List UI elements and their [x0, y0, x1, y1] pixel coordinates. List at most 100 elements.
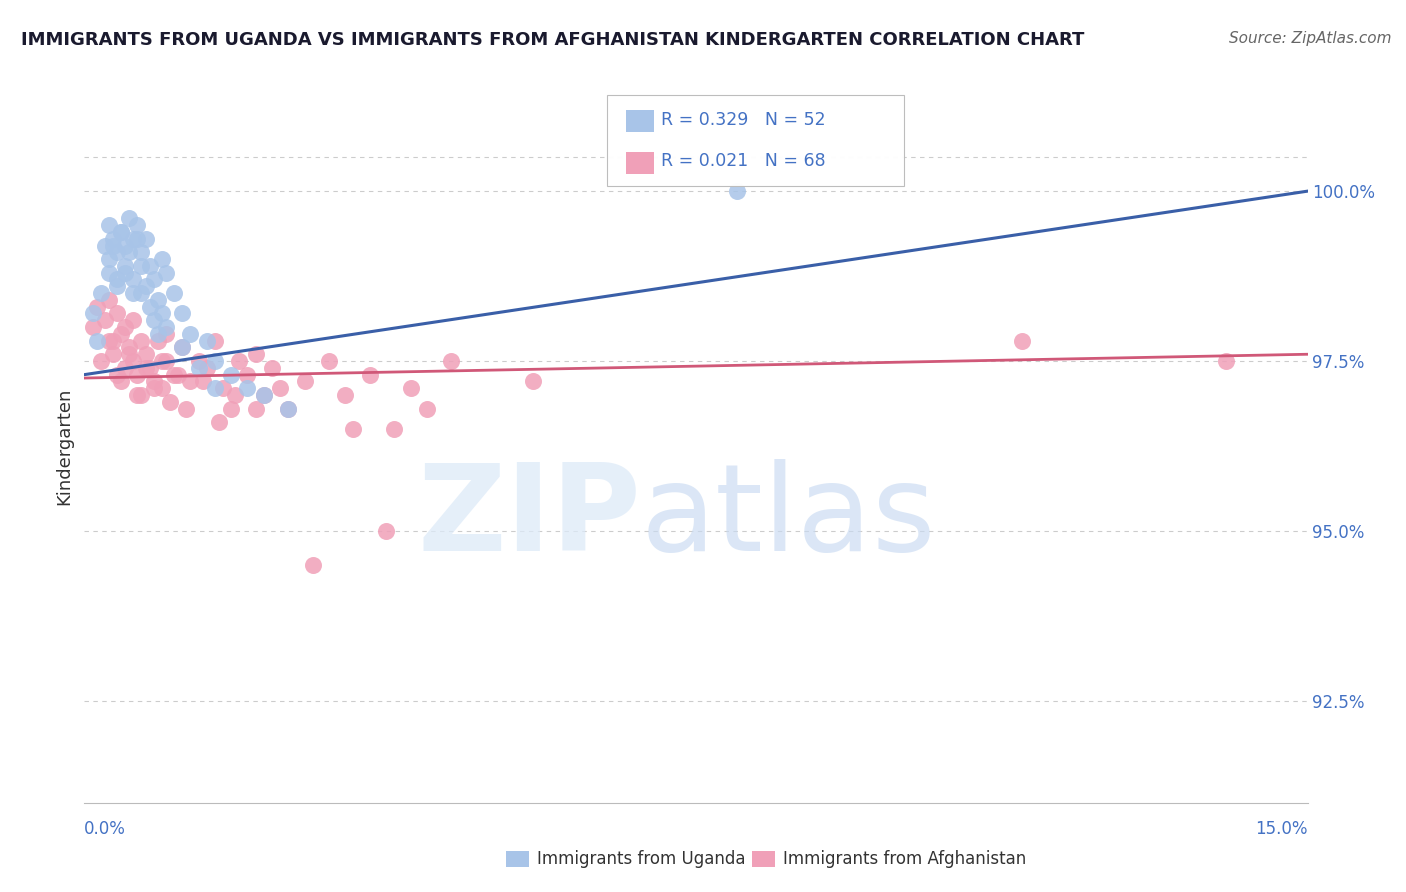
Point: [399, 381, 422, 395]
Point: [150, 306, 173, 320]
Point: [187, 354, 209, 368]
Point: [114, 238, 136, 252]
Point: [127, 388, 149, 402]
Point: [167, 368, 190, 382]
Point: [110, 225, 132, 239]
Point: [138, 300, 160, 314]
Point: [90, 286, 112, 301]
Point: [114, 320, 136, 334]
Point: [105, 306, 128, 320]
Point: [142, 313, 165, 327]
Point: [219, 401, 242, 416]
Point: [142, 381, 165, 395]
Point: [146, 293, 169, 307]
Point: [174, 401, 197, 416]
Point: [114, 266, 136, 280]
Point: [131, 259, 153, 273]
Point: [195, 334, 218, 348]
Point: [163, 368, 186, 382]
Point: [228, 354, 250, 368]
Point: [110, 326, 132, 341]
Point: [122, 232, 145, 246]
Point: [150, 381, 173, 395]
Point: [150, 354, 173, 368]
Point: [277, 401, 299, 416]
Point: [101, 238, 124, 252]
Point: [219, 368, 242, 382]
Text: IMMIGRANTS FROM UGANDA VS IMMIGRANTS FROM AFGHANISTAN KINDERGARTEN CORRELATION C: IMMIGRANTS FROM UGANDA VS IMMIGRANTS FRO…: [21, 31, 1084, 49]
Point: [253, 388, 276, 402]
Point: [155, 320, 177, 334]
Point: [155, 354, 177, 368]
Point: [260, 360, 283, 375]
Point: [142, 375, 165, 389]
Point: [127, 368, 149, 382]
Point: [382, 422, 405, 436]
Point: [122, 313, 145, 327]
Point: [155, 266, 177, 280]
Point: [172, 341, 194, 355]
Point: [146, 326, 169, 341]
Point: [114, 259, 136, 273]
Point: [105, 368, 128, 382]
Point: [204, 381, 226, 395]
Point: [224, 388, 246, 402]
Point: [342, 422, 364, 436]
Point: [245, 401, 267, 416]
Point: [335, 388, 357, 402]
Point: [122, 354, 145, 368]
Point: [172, 306, 194, 320]
Point: [135, 279, 157, 293]
Text: Immigrants from Afghanistan: Immigrants from Afghanistan: [783, 850, 1026, 868]
Point: [294, 375, 316, 389]
Point: [159, 394, 181, 409]
Point: [127, 218, 149, 232]
Point: [208, 415, 231, 429]
Point: [155, 326, 177, 341]
Point: [114, 360, 136, 375]
Text: atlas: atlas: [641, 458, 936, 576]
Point: [122, 272, 145, 286]
Point: [97, 218, 120, 232]
Point: [97, 252, 120, 266]
Point: [131, 286, 153, 301]
Text: Source: ZipAtlas.com: Source: ZipAtlas.com: [1229, 31, 1392, 46]
Point: [138, 259, 160, 273]
Point: [97, 334, 120, 348]
Point: [172, 341, 194, 355]
Point: [105, 272, 128, 286]
Point: [236, 381, 259, 395]
Point: [82, 320, 104, 334]
Text: Immigrants from Uganda: Immigrants from Uganda: [537, 850, 745, 868]
Point: [416, 401, 439, 416]
Point: [204, 354, 226, 368]
Point: [277, 401, 299, 416]
Text: 15.0%: 15.0%: [1256, 820, 1308, 838]
Point: [86, 300, 108, 314]
Y-axis label: Kindergarten: Kindergarten: [55, 387, 73, 505]
Point: [138, 360, 160, 375]
Point: [82, 306, 104, 320]
Point: [179, 326, 201, 341]
Point: [522, 375, 544, 389]
Point: [90, 354, 112, 368]
Point: [127, 232, 149, 246]
Point: [179, 375, 201, 389]
Point: [301, 558, 323, 572]
Point: [135, 232, 157, 246]
Text: R = 0.329   N = 52: R = 0.329 N = 52: [661, 111, 825, 128]
Point: [97, 293, 120, 307]
Point: [318, 354, 340, 368]
Text: ZIP: ZIP: [418, 458, 641, 576]
Point: [150, 252, 173, 266]
Point: [101, 334, 124, 348]
Point: [118, 347, 141, 361]
Point: [359, 368, 381, 382]
Point: [191, 375, 214, 389]
Point: [131, 388, 153, 402]
Point: [187, 360, 209, 375]
Point: [142, 272, 165, 286]
Point: [135, 360, 157, 375]
Point: [236, 368, 259, 382]
Point: [135, 347, 157, 361]
